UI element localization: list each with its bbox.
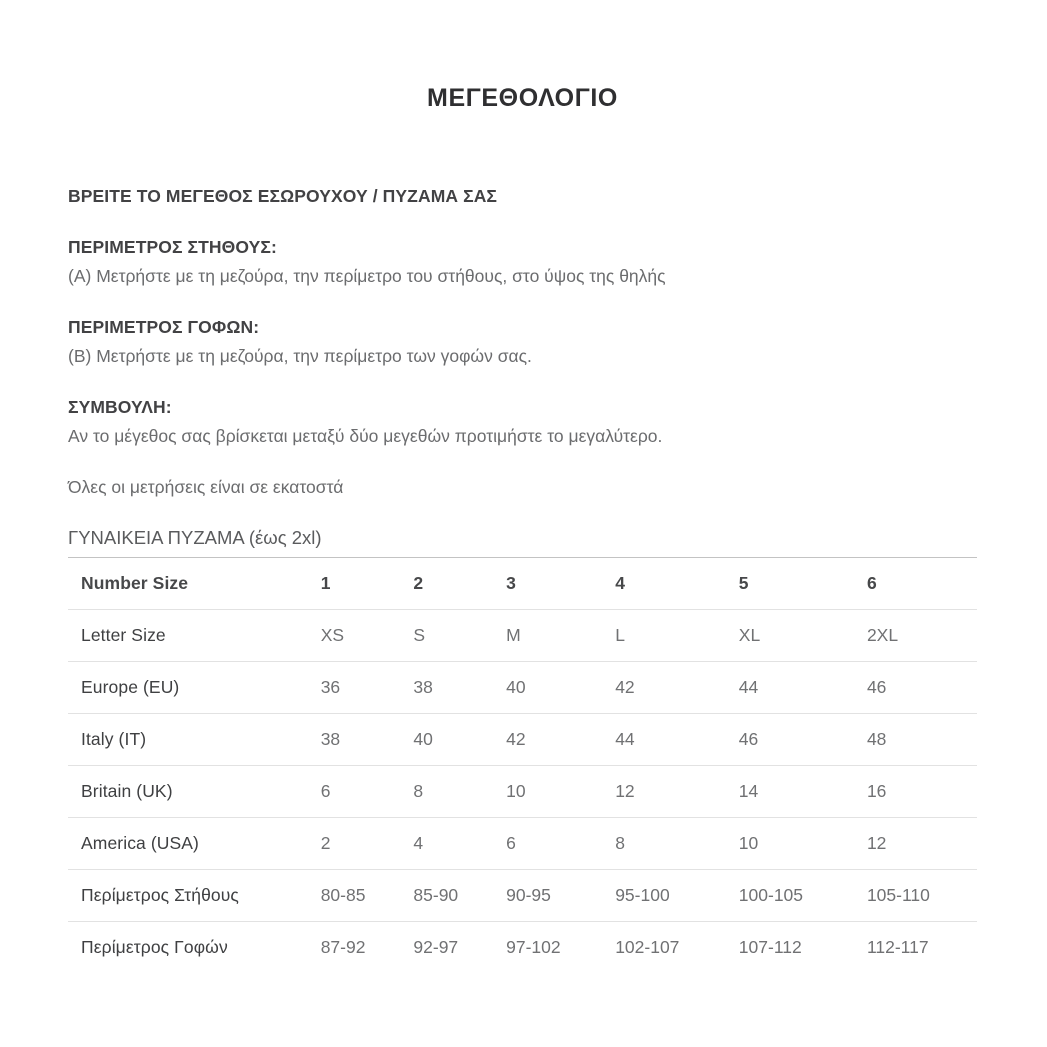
row-label: Europe (EU) bbox=[68, 661, 321, 714]
size-value: 2 bbox=[413, 557, 507, 610]
section-body: (Β) Μετρήστε με τη μεζούρα, την περίμετρ… bbox=[68, 346, 532, 366]
size-value: 16 bbox=[866, 765, 977, 818]
size-value: 3 bbox=[506, 557, 616, 610]
size-value: 2XL bbox=[866, 609, 977, 662]
row-label: Italy (IT) bbox=[68, 713, 321, 766]
size-value: 90-95 bbox=[506, 869, 616, 922]
size-value: 4 bbox=[615, 557, 739, 610]
size-value: 85-90 bbox=[413, 869, 507, 922]
size-value: 44 bbox=[738, 661, 867, 714]
section-hips: ΠΕΡΙΜΕΤΡΟΣ ΓΟΦΩΝ: (Β) Μετρήστε με τη μεζ… bbox=[68, 313, 977, 371]
table-row: Letter Size XS S M L XL 2XL bbox=[68, 609, 977, 662]
row-label: Περίμετρος Γοφών bbox=[81, 937, 228, 957]
size-value: 12 bbox=[866, 817, 977, 870]
row-label: Number Size bbox=[68, 557, 321, 610]
size-value: 1 bbox=[320, 557, 414, 610]
size-value: 92-97 bbox=[413, 937, 459, 957]
size-value: 8 bbox=[413, 765, 507, 818]
size-value: 105-110 bbox=[866, 869, 977, 922]
size-value: 12 bbox=[615, 765, 739, 818]
page-title: ΜΕΓΕΘΟΛΟΓΙΟ bbox=[427, 84, 618, 112]
size-value: XL bbox=[738, 609, 867, 662]
size-value: S bbox=[413, 609, 507, 662]
table-row: Number Size 1 2 3 4 5 6 bbox=[68, 557, 977, 610]
table-row: America (USA) 2 4 6 8 10 12 bbox=[68, 817, 977, 870]
table-row: Europe (EU) 36 38 40 42 44 46 bbox=[68, 661, 977, 714]
size-value: 46 bbox=[738, 713, 867, 766]
section-body: (Α) Μετρήστε με τη μεζούρα, την περίμετρ… bbox=[68, 266, 666, 286]
size-value: L bbox=[615, 609, 739, 662]
section-heading: ΣΥΜΒΟΥΛΗ: bbox=[68, 397, 172, 417]
table-row: Italy (IT) 38 40 42 44 46 48 bbox=[68, 713, 977, 766]
size-value: 40 bbox=[506, 661, 616, 714]
size-value: 102-107 bbox=[615, 937, 680, 957]
size-value: 87-92 bbox=[320, 937, 366, 957]
section-body: Αν το μέγεθος σας βρίσκεται μεταξύ δύο μ… bbox=[68, 426, 663, 446]
size-value: 80-85 bbox=[320, 869, 414, 922]
row-label: America (USA) bbox=[68, 817, 321, 870]
size-value: 95-100 bbox=[615, 869, 739, 922]
size-value: 6 bbox=[320, 765, 414, 818]
table-row: Περίμετρος Στήθους 80-85 85-90 90-95 95-100 1… bbox=[68, 869, 977, 922]
size-value: 44 bbox=[615, 713, 739, 766]
size-value: 42 bbox=[615, 661, 739, 714]
size-value: 42 bbox=[506, 713, 616, 766]
size-value: 112-117 bbox=[866, 937, 929, 957]
size-value: 46 bbox=[866, 661, 977, 714]
size-value: 107-112 bbox=[738, 937, 802, 957]
size-value: 10 bbox=[738, 817, 867, 870]
size-value: 4 bbox=[413, 817, 507, 870]
size-value: 38 bbox=[413, 661, 507, 714]
size-value: 6 bbox=[866, 557, 977, 610]
size-value: 97-102 bbox=[506, 937, 561, 957]
row-label: Britain (UK) bbox=[68, 765, 321, 818]
size-value: 2 bbox=[320, 817, 414, 870]
size-value: 38 bbox=[320, 713, 414, 766]
size-value: 36 bbox=[320, 661, 414, 714]
section-bust: ΠΕΡΙΜΕΤΡΟΣ ΣΤΗΘΟΥΣ: (Α) Μετρήστε με τη μ… bbox=[68, 233, 977, 291]
section-advice: ΣΥΜΒΟΥΛΗ: Αν το μέγεθος σας βρίσκεται με… bbox=[68, 393, 977, 451]
row-label: Περίμετρος Στήθους bbox=[68, 869, 321, 922]
size-value: 48 bbox=[866, 713, 977, 766]
size-value: 40 bbox=[413, 713, 507, 766]
intro-heading: ΒΡΕΙΤΕ ΤΟ ΜΕΓΕΘΟΣ ΕΣΩΡΟΥΧΟΥ / ΠΥΖΑΜΑ ΣΑΣ bbox=[68, 186, 498, 206]
size-value: 5 bbox=[738, 557, 867, 610]
size-value: M bbox=[506, 609, 616, 662]
size-value: 14 bbox=[738, 765, 867, 818]
size-table: Number Size 1 2 3 4 5 6 Letter Size XS S M L XL 2XL Eu… bbox=[68, 557, 977, 973]
row-label: Letter Size bbox=[68, 609, 321, 662]
size-table-body: Number Size 1 2 3 4 5 6 Letter Size XS S M L XL 2XL Eu… bbox=[68, 557, 977, 974]
size-value: 10 bbox=[506, 765, 616, 818]
section-heading: ΠΕΡΙΜΕΤΡΟΣ ΣΤΗΘΟΥΣ: bbox=[68, 237, 277, 257]
table-row: Περίμετρος Γοφών 87-92 92-97 97-102 102-107 1… bbox=[68, 922, 977, 974]
table-row: Britain (UK) 6 8 10 12 14 16 bbox=[68, 765, 977, 818]
size-value: 100-105 bbox=[738, 869, 867, 922]
section-heading: ΠΕΡΙΜΕΤΡΟΣ ΓΟΦΩΝ: bbox=[68, 317, 260, 337]
table-caption: ΓΥΝΑΙΚΕΙΑ ΠΥΖΑΜΑ (έως 2xl) bbox=[68, 527, 322, 548]
measurements-note: Όλες οι μετρήσεις είναι σε εκατοστά bbox=[68, 477, 344, 497]
size-value: XS bbox=[320, 609, 414, 662]
size-value: 8 bbox=[615, 817, 739, 870]
size-value: 6 bbox=[506, 817, 616, 870]
